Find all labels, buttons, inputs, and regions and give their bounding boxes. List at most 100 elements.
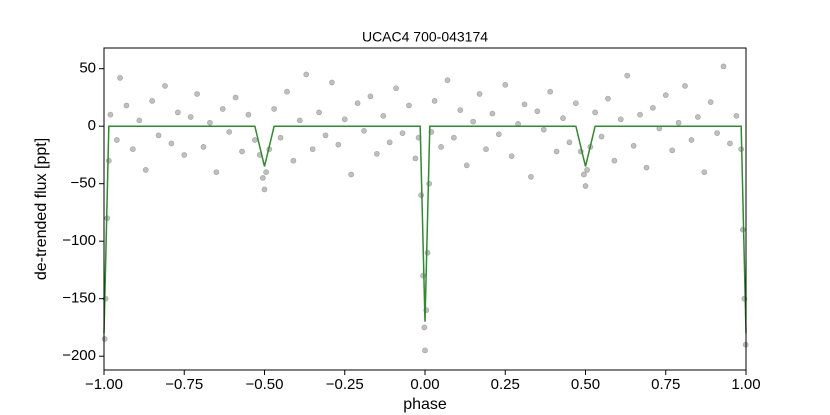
data-point	[194, 91, 200, 97]
data-point	[444, 77, 451, 84]
data-point	[682, 83, 688, 89]
data-point	[136, 117, 143, 124]
data-point	[219, 106, 226, 112]
data-point	[424, 249, 431, 256]
data-point	[540, 126, 547, 133]
data-point	[476, 91, 483, 97]
x-tick-label: 0.00	[410, 376, 439, 393]
data-point	[149, 98, 156, 104]
data-point	[393, 85, 400, 92]
data-point	[296, 117, 303, 124]
x-tick-label: 0.50	[571, 376, 600, 393]
data-point	[303, 71, 310, 78]
x-tick-label: 0.25	[491, 376, 520, 393]
data-point	[174, 109, 181, 116]
data-point	[675, 119, 682, 126]
data-point	[714, 130, 721, 136]
x-tick-label: 1.00	[731, 376, 760, 393]
data-point	[142, 166, 149, 173]
data-point	[226, 129, 233, 135]
x-axis-label: phase	[403, 396, 447, 413]
data-point	[263, 169, 270, 176]
data-point	[489, 110, 496, 117]
data-point	[630, 142, 637, 149]
data-point	[335, 141, 342, 148]
y-tick-label: −50	[71, 175, 96, 192]
y-tick-label: 50	[79, 60, 96, 77]
data-point	[521, 101, 528, 108]
data-point	[181, 152, 188, 158]
data-point	[284, 88, 290, 95]
data-point	[232, 94, 239, 101]
data-point	[309, 146, 316, 153]
data-point	[463, 162, 470, 169]
data-point	[101, 336, 108, 342]
data-point	[422, 347, 428, 354]
data-point	[470, 118, 477, 125]
data-point	[277, 134, 284, 141]
data-point	[483, 146, 489, 153]
data-point	[720, 63, 727, 70]
chart-title: UCAC4 700-043174	[362, 29, 488, 45]
y-tick-label: −100	[62, 232, 96, 249]
data-point	[123, 102, 130, 109]
data-point	[508, 153, 515, 159]
data-point	[239, 148, 245, 155]
x-tick-label: −1.00	[85, 376, 123, 393]
data-point	[200, 143, 207, 150]
data-point	[373, 150, 380, 157]
data-point	[168, 140, 175, 147]
data-point	[261, 186, 268, 193]
data-point	[592, 109, 599, 116]
data-point	[207, 119, 213, 126]
data-point	[457, 107, 464, 113]
data-point	[624, 72, 631, 79]
data-point	[605, 95, 611, 102]
data-point	[502, 81, 509, 88]
data-point	[271, 106, 278, 112]
data-point	[412, 155, 419, 162]
data-point	[329, 79, 335, 86]
data-point	[380, 112, 387, 119]
data-point	[572, 100, 579, 107]
data-point	[438, 143, 444, 150]
data-point	[421, 324, 428, 331]
data-point	[643, 164, 650, 171]
data-point	[290, 157, 297, 164]
data-point	[637, 111, 643, 118]
data-point	[251, 137, 258, 143]
data-point	[553, 148, 560, 155]
data-point	[662, 92, 669, 99]
data-point	[129, 146, 136, 153]
data-point	[560, 115, 566, 122]
data-point	[727, 140, 733, 147]
data-point	[386, 139, 393, 146]
y-tick-label: 0	[88, 117, 96, 134]
data-point	[669, 147, 676, 154]
data-point	[155, 132, 162, 139]
data-point	[495, 131, 502, 138]
data-point	[107, 111, 114, 118]
data-point	[584, 166, 591, 173]
data-point	[316, 109, 322, 116]
data-point	[450, 134, 457, 141]
data-point	[694, 114, 701, 120]
data-point	[688, 137, 695, 143]
data-point	[245, 111, 252, 118]
data-point	[406, 102, 412, 109]
data-point	[701, 169, 708, 176]
data-point	[113, 137, 120, 143]
x-tick-label: −0.25	[326, 376, 364, 393]
data-point	[431, 98, 438, 104]
data-point	[187, 114, 194, 120]
data-point	[341, 116, 348, 123]
data-point	[213, 169, 220, 176]
model-line	[103, 125, 747, 334]
data-point	[105, 157, 112, 164]
data-point	[582, 183, 589, 189]
y-tick-label: −150	[62, 290, 96, 307]
data-point	[117, 75, 123, 81]
y-axis-label: de-trended flux [ppt]	[33, 138, 50, 280]
x-tick-label: 0.75	[651, 376, 680, 393]
